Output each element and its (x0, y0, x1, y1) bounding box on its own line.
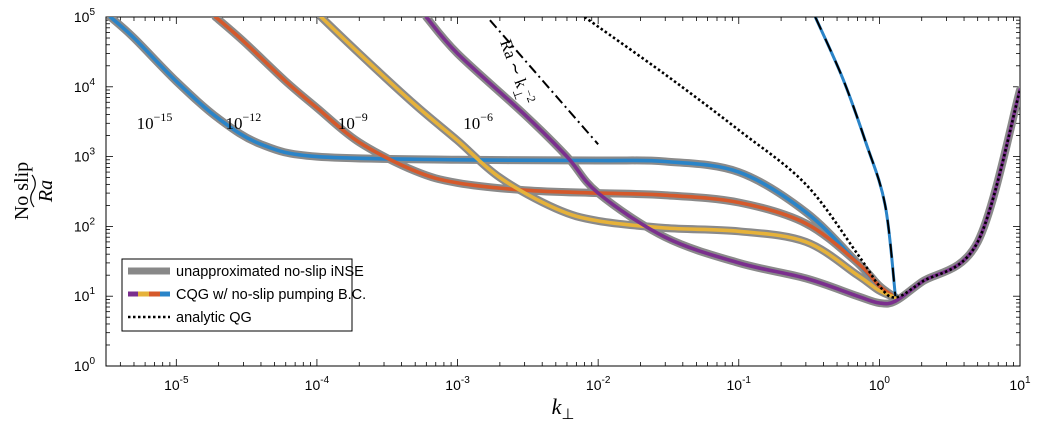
annotation-1: 10−12 (226, 110, 262, 133)
series-cqg-1 (213, 17, 898, 300)
legend: unapproximated no-slip iNSE CQG w/ no-sl… (121, 258, 366, 332)
x-tick-labels: 10-5 10-4 10-3 10-2 10-1 100 101 (164, 375, 1031, 393)
x-tick-label: 10-3 (445, 375, 470, 393)
annotation-0: 10−15 (137, 110, 173, 133)
reference-slope-line (489, 19, 599, 145)
series-group (106, 17, 1020, 308)
x-tick-label: 10-1 (727, 375, 752, 393)
x-tick-label: 10-2 (586, 375, 611, 393)
y-tick-label: 102 (74, 216, 96, 234)
x-axis-label: k⊥ (552, 394, 575, 421)
series-cqg-2 (319, 17, 898, 300)
annotation-2: 10−9 (338, 110, 368, 133)
analytic-qg-line (583, 17, 1020, 299)
legend-label-inse: unapproximated no-slip iNSE (176, 264, 364, 280)
x-tick-label: 10-5 (164, 375, 189, 393)
y-tick-label: 100 (74, 356, 96, 374)
y-axis-label-top: No slip (11, 162, 33, 220)
annotations: 10−15 10−12 10−9 10−6 (137, 110, 493, 133)
y-tick-label: 105 (74, 7, 96, 25)
legend-label-cqg: CQG w/ no-slip pumping B.C. (176, 287, 366, 303)
series-cqg-3 (424, 17, 1020, 306)
y-tick-labels: 100 101 102 103 104 105 (74, 7, 96, 374)
y-tick-label: 104 (74, 77, 96, 95)
x-tick-label: 101 (1009, 375, 1031, 393)
x-tick-label: 100 (869, 375, 891, 393)
y-axis-label-tilde (30, 174, 36, 208)
annotation-3: 10−6 (463, 110, 493, 133)
legend-label-qg: analytic QG (176, 310, 252, 326)
y-tick-label: 101 (74, 286, 96, 304)
y-axis-label-main: Ra (35, 180, 57, 203)
x-tick-label: 10-4 (305, 375, 330, 393)
y-tick-label: 103 (74, 147, 96, 165)
steep-branch-color (813, 17, 897, 297)
y-axis-label: No slip Ra (11, 162, 57, 220)
